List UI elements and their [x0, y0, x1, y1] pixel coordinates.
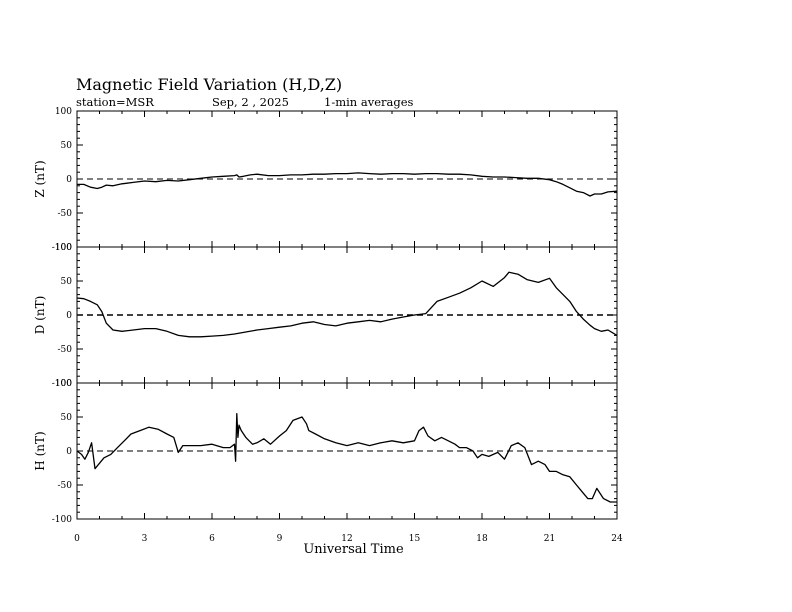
y-tick-label: 100	[55, 107, 72, 117]
y-axis-label: D (nT)	[33, 296, 47, 335]
chart-title: Magnetic Field Variation (H,D,Z)	[76, 75, 342, 94]
y-tick-label: 0	[66, 447, 72, 457]
averaging-label: 1-min averages	[324, 95, 414, 109]
y-tick-label: -100	[52, 379, 72, 389]
panel-z: 100 50 0 -50 -100 Z (nT)	[33, 107, 618, 253]
y-tick-label: 50	[61, 413, 73, 423]
x-tick-label: 21	[544, 534, 555, 544]
panel-d: 100 50 0 -50 -100 D (nT)	[33, 243, 618, 389]
x-tick-label: 0	[74, 534, 80, 544]
y-tick-label: 0	[66, 311, 72, 321]
station-label: station=MSR	[76, 95, 154, 109]
x-tick-label: 9	[277, 534, 283, 544]
y-axis-label: Z (nT)	[33, 160, 47, 197]
x-tick-label: 6	[209, 534, 215, 544]
y-tick-label: -50	[58, 481, 73, 491]
series-line-d	[76, 271, 618, 338]
y-tick-label: -100	[52, 243, 72, 253]
date-label: Sep, 2 , 2025	[212, 95, 289, 109]
y-tick-label: -100	[52, 515, 72, 525]
y-tick-label: 100	[55, 379, 72, 389]
x-axis-label: Universal Time	[303, 542, 404, 557]
y-tick-label: 50	[61, 141, 73, 151]
x-tick-label: 12	[341, 534, 352, 544]
x-axis: 0 3 6 9 12 15 18 21 24	[74, 534, 623, 544]
series-line-z	[77, 172, 618, 197]
y-axis-label: H (nT)	[33, 431, 47, 470]
panel-h: 100 50 0 -50 -100 H (nT)	[33, 379, 618, 525]
series-line-h	[76, 412, 617, 503]
y-tick-label: 100	[55, 243, 72, 253]
y-tick-label: -50	[58, 209, 73, 219]
x-tick-label: 15	[409, 534, 421, 544]
x-tick-label: 18	[476, 534, 488, 544]
x-tick-label: 3	[142, 534, 148, 544]
y-tick-label: 50	[61, 277, 73, 287]
x-tick-label: 24	[611, 534, 623, 544]
y-tick-label: -50	[58, 345, 73, 355]
y-tick-label: 0	[66, 175, 72, 185]
